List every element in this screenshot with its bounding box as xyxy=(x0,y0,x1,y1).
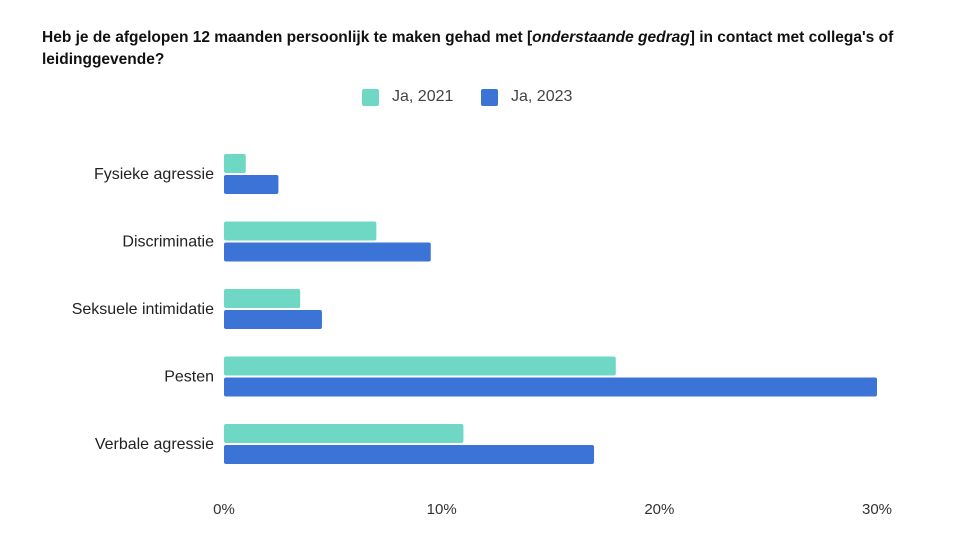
title-prefix: Heb je de afgelopen 12 maanden persoonli… xyxy=(42,29,533,46)
bar-pesten-2023 xyxy=(224,377,877,397)
legend-label-2021: Ja, 2021 xyxy=(392,88,454,105)
bar-seksuele-intimidatie-2023 xyxy=(224,310,322,329)
category-label: Verbale agressie xyxy=(95,436,214,453)
bar-fysieke-agressie-2023 xyxy=(224,175,279,194)
bar-fysieke-agressie-2021 xyxy=(224,154,246,173)
category-label: Seksuele intimidatie xyxy=(72,301,214,318)
category-label: Pesten xyxy=(164,369,214,386)
legend-label-2023: Ja, 2023 xyxy=(511,88,573,105)
x-tick-label: 0% xyxy=(213,501,235,518)
bar-verbale-agressie-2023 xyxy=(224,445,595,464)
bar-seksuele-intimidatie-2021 xyxy=(224,289,301,308)
title-suffix: ] in contact met collega's of leidinggev… xyxy=(42,29,894,68)
legend-item-2021: Ja, 2021 xyxy=(362,88,453,106)
bar-discriminatie-2021 xyxy=(224,221,377,241)
x-tick-label: 30% xyxy=(862,501,892,518)
bar-verbale-agressie-2021 xyxy=(224,424,464,443)
legend-swatch-2021 xyxy=(362,88,379,106)
legend-item-2023: Ja, 2023 xyxy=(481,88,572,106)
chart-legend: Ja, 2021 Ja, 2023 xyxy=(0,88,960,112)
category-label: Fysieke agressie xyxy=(94,166,214,183)
category-label: Discriminatie xyxy=(122,234,214,251)
x-tick-label: 10% xyxy=(427,501,457,518)
chart-title: Heb je de afgelopen 12 maanden persoonli… xyxy=(42,27,922,71)
x-tick-label: 20% xyxy=(644,501,674,518)
bar-discriminatie-2023 xyxy=(224,242,431,262)
title-italic: onderstaande gedrag xyxy=(532,29,690,46)
legend-swatch-2023 xyxy=(481,88,498,106)
bar-pesten-2021 xyxy=(224,356,616,376)
